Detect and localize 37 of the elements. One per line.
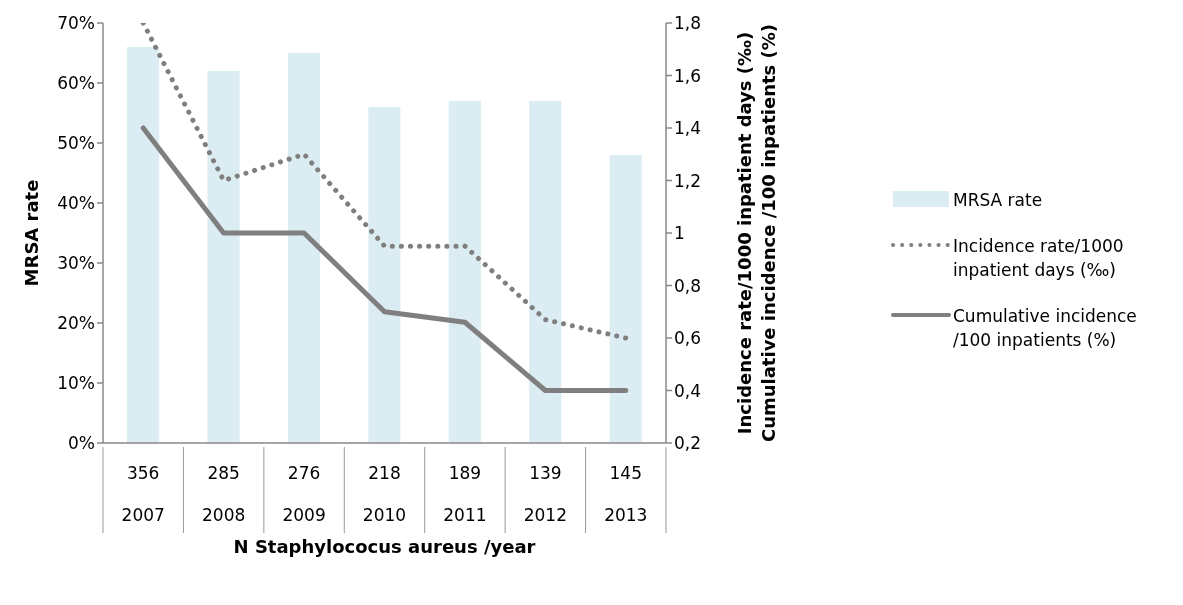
legend-label: Incidence rate/1000 inpatient days (‰): [953, 235, 1125, 282]
y2-tick-label: 1: [674, 223, 685, 244]
y-tick-label: 60%: [57, 73, 95, 94]
legend-label: MRSA rate: [953, 189, 1044, 212]
y2-tick-label: 0,6: [674, 328, 702, 349]
category-table-frame: 356 2007: [102, 446, 165, 534]
bar: [609, 155, 642, 443]
y2-tick-label: 0,8: [674, 275, 702, 296]
category-table-frame: 276 2009: [263, 446, 326, 534]
bar: [529, 101, 562, 443]
category-table-frame: 218 2010: [343, 446, 407, 534]
y-tick-label: 50%: [57, 133, 95, 154]
bar: [287, 53, 321, 443]
legend-label: Cumulative incidence /100 inpatients (%): [953, 305, 1138, 352]
bar: [207, 71, 240, 443]
y-tick-label: 10%: [57, 373, 95, 394]
y-tick-label: 20%: [57, 313, 95, 334]
category-table-frame: 139 2012: [504, 446, 567, 534]
y2-tick-label: 0,4: [674, 380, 702, 401]
bar: [127, 47, 160, 443]
y2-axis-title: Incidence rate/1000 inpatient days (‰) Cumulative incidence /100 inpatients (%): [734, 23, 779, 443]
y2-tick-label: 1,2: [674, 170, 702, 191]
y2-tick-label: 1,4: [674, 118, 702, 139]
bar: [368, 107, 401, 443]
category-table-frame: 285 2008: [182, 446, 246, 534]
y-axis-title: MRSA rate: [21, 179, 42, 287]
y-tick-label: 30%: [57, 253, 95, 274]
x-axis-title: N Staphylococus aureus /year: [233, 536, 536, 557]
y-tick-label: 0%: [68, 433, 95, 454]
category-table-frame: 145 2013: [585, 446, 667, 534]
y-tick-label: 40%: [57, 193, 95, 214]
category-table-frame: 189 2011: [424, 446, 487, 534]
y2-tick-label: 0,2: [674, 433, 702, 454]
bar: [448, 101, 481, 443]
y-tick-label: 70%: [57, 13, 95, 34]
y2-tick-label: 1,6: [674, 65, 702, 86]
y2-tick-label: 1,8: [674, 13, 702, 34]
